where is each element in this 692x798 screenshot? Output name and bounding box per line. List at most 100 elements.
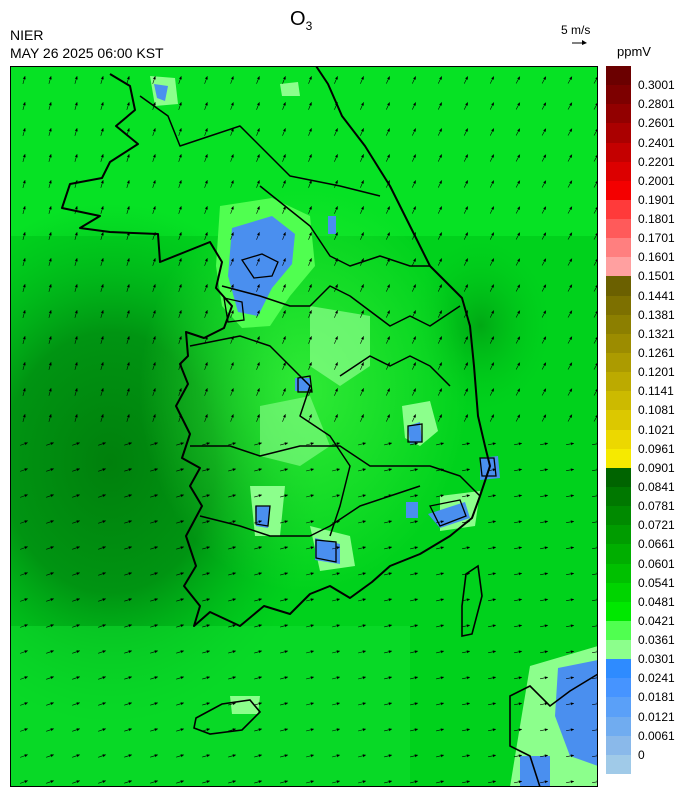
map-title: O3	[290, 8, 312, 33]
wind-vector-head	[362, 468, 366, 472]
legend-swatch	[606, 353, 631, 373]
low-concentration-patches	[150, 76, 598, 787]
legend-label: 0.1441	[638, 288, 675, 303]
legend-label: 0.1801	[638, 212, 675, 227]
wind-vector-head	[48, 284, 52, 288]
wind-vector-head	[74, 154, 78, 158]
wind-vector-head	[102, 728, 106, 732]
wind-vector-head	[310, 468, 314, 472]
wind-vector-head	[309, 180, 312, 184]
wind-vector-head	[518, 546, 522, 550]
wind-vector-head	[22, 180, 26, 184]
wind-vector-head	[543, 414, 546, 418]
wind-vector-head	[440, 442, 444, 446]
wind-vector-head	[152, 76, 156, 80]
jeju-island	[193, 699, 262, 735]
legend-swatch	[606, 601, 631, 622]
wind-vector-head	[154, 442, 158, 446]
wind-vector-head	[413, 388, 416, 392]
wind-vector-head	[206, 494, 210, 498]
wind-vector-head	[439, 232, 442, 236]
wind-vector-head	[284, 546, 288, 550]
legend-label: 0.0121	[638, 709, 675, 724]
wind-vector-head	[206, 780, 210, 784]
wind-vector	[592, 729, 598, 731]
legend-swatch	[606, 199, 631, 220]
wind-vector-head	[206, 676, 210, 680]
wind-vector-head	[258, 702, 262, 706]
wind-vector-head	[361, 154, 364, 158]
wind-vector-head	[569, 128, 572, 132]
wind-vector-head	[413, 128, 416, 132]
wind-vector-head	[76, 624, 80, 628]
wind-vector-head	[310, 572, 314, 576]
wind-vector-head	[24, 754, 28, 758]
wind-vector-head	[22, 102, 26, 106]
wind-vector-head	[570, 520, 574, 524]
wind-vector-head	[284, 728, 288, 732]
wind-vector-head	[310, 442, 314, 446]
wind-vector-head	[258, 494, 262, 498]
legend-swatch	[606, 372, 631, 392]
wind-vector-head	[466, 780, 470, 784]
wind-vector-head	[50, 468, 54, 472]
wind-vector-head	[388, 520, 392, 524]
wind-vector-head	[48, 232, 52, 236]
wind-vector-head	[50, 702, 54, 706]
legend-label: 0.1321	[638, 326, 675, 341]
wind-vector-head	[282, 336, 286, 340]
wind-vector-head	[414, 546, 418, 550]
wind-vector-head	[336, 494, 340, 498]
wind-vector-head	[388, 676, 392, 680]
wind-vector-head	[336, 650, 340, 654]
wind-vector-head	[388, 546, 392, 550]
legend-swatch	[606, 563, 631, 584]
wind-vector-head	[178, 76, 182, 80]
wind-vector-head	[50, 598, 54, 602]
legend-swatch	[606, 257, 631, 277]
wind-vector-head	[518, 572, 522, 576]
wind-vector-head	[517, 310, 520, 314]
wind-vector-head	[388, 754, 392, 758]
wind-vector-head	[413, 180, 416, 184]
wind-vector-head	[230, 258, 234, 262]
wind-vector-head	[361, 336, 364, 340]
wind-vector-head	[48, 154, 52, 158]
wind-vector-head	[439, 180, 442, 184]
wind-vector-head	[232, 520, 236, 524]
wind-vector-head	[256, 102, 260, 106]
wind-vector-head	[178, 310, 182, 314]
legend-label: 0.1501	[638, 269, 675, 284]
wind-vector-head	[180, 442, 184, 446]
wind-vector-head	[284, 702, 288, 706]
wind-vector-head	[126, 414, 130, 418]
wind-vector-head	[102, 702, 106, 706]
wind-vector-head	[100, 154, 104, 158]
wind-vector-head	[76, 780, 80, 784]
wind-vector-head	[50, 650, 54, 654]
wind-vector-head	[232, 754, 236, 758]
wind-vector-head	[544, 754, 548, 758]
wind-vector-head	[440, 468, 444, 472]
wind-vector-head	[491, 206, 494, 210]
wind-vector-head	[361, 310, 364, 314]
wind-vector-head	[335, 102, 338, 106]
wind-vector-head	[48, 336, 52, 340]
wind-vector-head	[180, 728, 184, 732]
wind-vector-head	[282, 284, 286, 288]
wind-vector-head	[439, 206, 442, 210]
legend-swatch	[606, 525, 631, 545]
wind-vector-head	[387, 258, 390, 262]
wind-vector-head	[335, 362, 338, 366]
legend-label: 0.0781	[638, 499, 675, 514]
wind-vector-head	[128, 676, 132, 680]
wind-vector-head	[544, 676, 548, 680]
wind-vector-head	[336, 728, 340, 732]
wind-vector-head	[154, 754, 158, 758]
legend-swatch	[606, 467, 631, 488]
wind-vector-head	[569, 414, 572, 418]
wind-vector-head	[492, 702, 496, 706]
wind-vector-head	[154, 676, 158, 680]
wind-vector-head	[518, 624, 522, 628]
wind-vector-head	[258, 442, 262, 446]
